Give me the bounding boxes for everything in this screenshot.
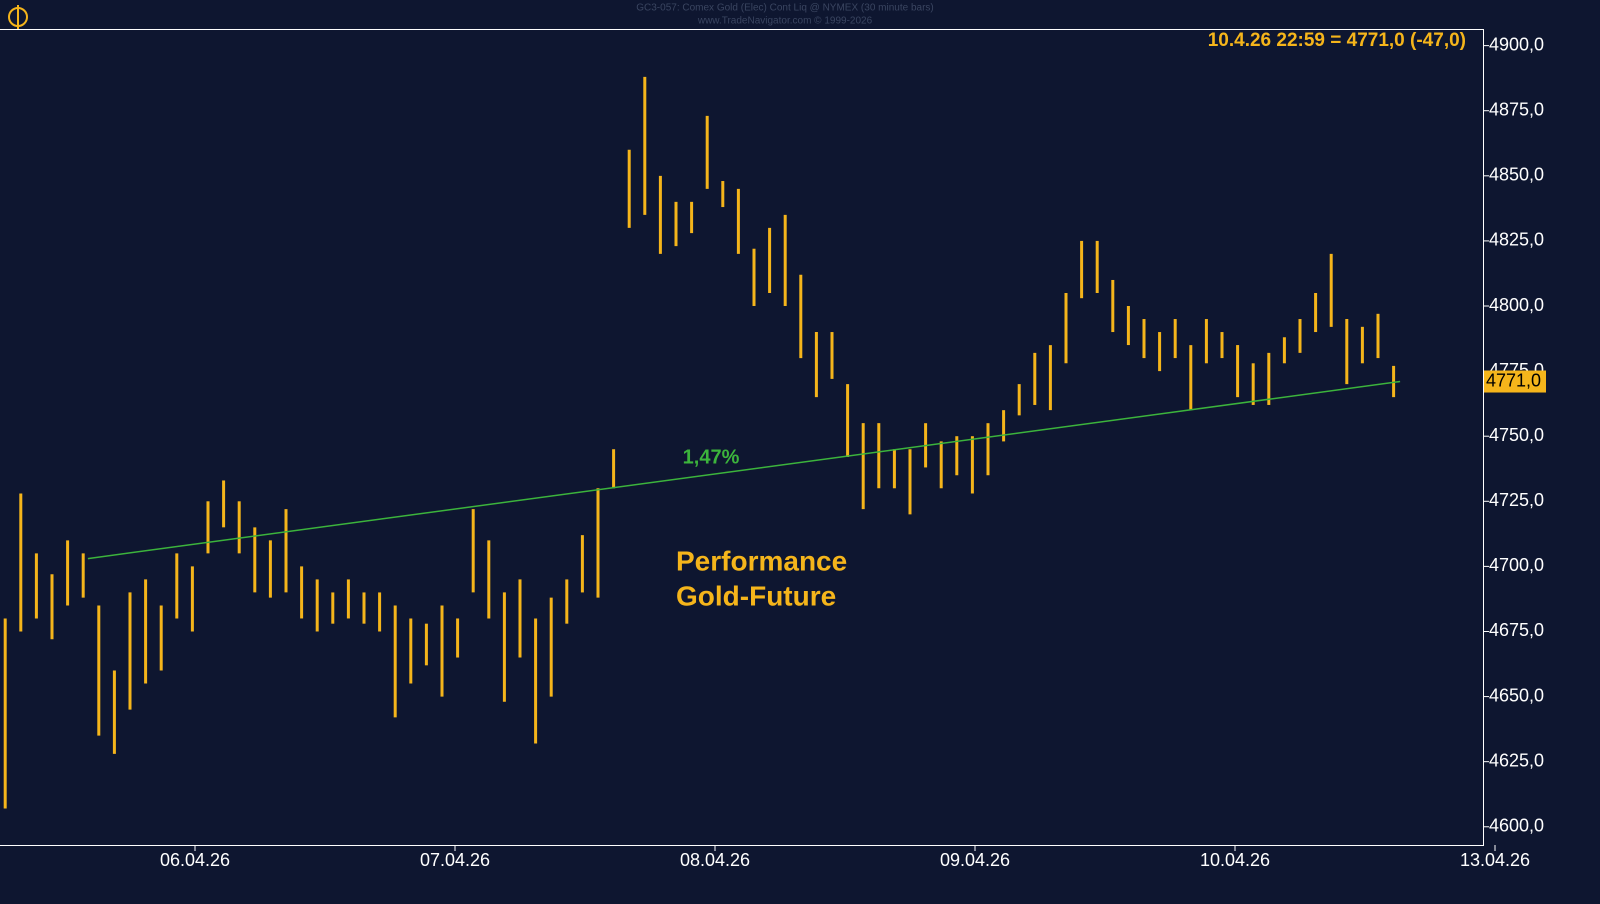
y-tick-label: 4900,0	[1489, 34, 1544, 54]
price-tag-label: 4771,0	[1486, 370, 1541, 390]
x-tick-label: 06.04.26	[160, 850, 230, 870]
y-tick-label: 4725,0	[1489, 490, 1544, 510]
y-tick-label: 4625,0	[1489, 750, 1544, 770]
y-tick-label: 4850,0	[1489, 165, 1544, 185]
x-tick-label: 08.04.26	[680, 850, 750, 870]
chart-title: GC3-057: Comex Gold (Elec) Cont Liq @ NY…	[636, 3, 933, 14]
y-tick-label: 4600,0	[1489, 816, 1544, 836]
y-tick-label: 4700,0	[1489, 555, 1544, 575]
y-tick-label: 4650,0	[1489, 685, 1544, 705]
trend-line	[87, 380, 1401, 560]
x-tick-label: 09.04.26	[940, 850, 1010, 870]
y-tick-label: 4750,0	[1489, 425, 1544, 445]
price-tag	[1484, 370, 1546, 393]
x-tick-label: 07.04.26	[420, 850, 490, 870]
annotation: Performance	[676, 545, 847, 576]
trend-label: 1,47%	[683, 446, 740, 468]
chart-subtitle: www.TradeNavigator.com © 1999-2026	[697, 16, 873, 27]
annotation: Gold-Future	[676, 580, 836, 611]
logo	[8, 5, 28, 29]
y-tick-label: 4800,0	[1489, 295, 1544, 315]
y-tick-label: 4675,0	[1489, 620, 1544, 640]
y-tick-label: 4825,0	[1489, 230, 1544, 250]
x-tick-label: 13.04.26	[1460, 850, 1530, 870]
info-label: 10.4.26 22:59 = 4771,0 (-47,0)	[1208, 30, 1466, 51]
y-tick-label: 4875,0	[1489, 99, 1544, 119]
x-tick-label: 10.04.26	[1200, 850, 1270, 870]
